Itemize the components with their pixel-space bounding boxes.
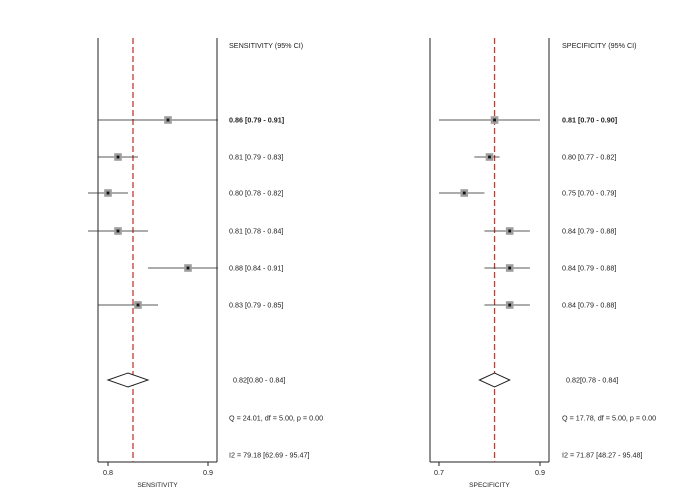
x-tick-label: 0.7 xyxy=(434,468,444,477)
study-label: 0.84 [0.79 - 0.88] xyxy=(562,301,616,310)
study-point xyxy=(493,118,496,122)
study-point xyxy=(508,229,512,233)
study-label: 0.84 [0.79 - 0.88] xyxy=(562,227,616,236)
study-point xyxy=(462,191,466,195)
x-tick-label: 0.8 xyxy=(103,468,113,477)
heterogeneity-stat: Q = 17.78, df = 5.00, p = 0.00 xyxy=(562,414,656,423)
study-label: 0.80 [0.78 - 0.82] xyxy=(229,189,283,198)
i2-stat: I2 = 79.18 [62.69 - 95.47] xyxy=(229,451,310,460)
pooled-diamond xyxy=(106,372,150,388)
study-point xyxy=(488,155,491,159)
column-header: SPECIFICITY (95% CI) xyxy=(562,41,637,50)
study-point xyxy=(136,303,140,307)
study-label: 0.81 [0.79 - 0.83] xyxy=(229,153,283,162)
x-tick-label: 0.9 xyxy=(535,468,545,477)
study-point xyxy=(186,266,190,270)
study-point xyxy=(508,303,512,307)
study-label: 0.81 [0.78 - 0.84] xyxy=(229,227,283,236)
column-header: SENSITIVITY (95% CI) xyxy=(229,41,303,50)
study-point xyxy=(116,229,120,233)
x-axis-title: SENSITIVITY xyxy=(137,482,178,489)
x-axis-title: SPECIFICITY xyxy=(469,482,510,489)
study-point xyxy=(508,266,512,270)
study-point xyxy=(106,191,110,195)
study-label: 0.80 [0.77 - 0.82] xyxy=(562,153,616,162)
study-label: 0.88 [0.84 - 0.91] xyxy=(229,264,283,273)
pooled-label: 0.82[0.78 - 0.84] xyxy=(566,376,618,385)
heterogeneity-stat: Q = 24.01, df = 5.00, p = 0.00 xyxy=(229,414,323,423)
study-label: 0.81 [0.70 - 0.90] xyxy=(562,116,617,125)
x-tick-label: 0.9 xyxy=(203,468,213,477)
study-point xyxy=(166,118,170,122)
pooled-diamond xyxy=(478,372,511,388)
pooled-label: 0.82[0.80 - 0.84] xyxy=(233,376,285,385)
study-label: 0.83 [0.79 - 0.85] xyxy=(229,301,283,310)
study-label: 0.84 [0.79 - 0.88] xyxy=(562,264,616,273)
study-label: 0.75 [0.70 - 0.79] xyxy=(562,189,616,198)
study-point xyxy=(116,155,120,159)
study-label: 0.86 [0.79 - 0.91] xyxy=(229,116,284,125)
i2-stat: I2 = 71.87 [48.27 - 95.48] xyxy=(562,451,643,460)
